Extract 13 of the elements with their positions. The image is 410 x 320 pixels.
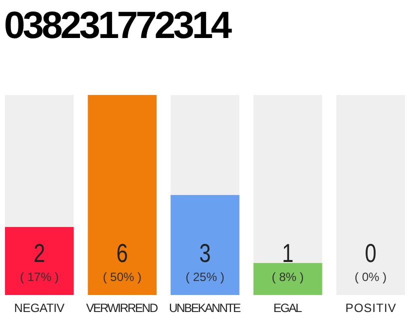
bar [88, 95, 157, 295]
data-label: 0 ( 0% ) [354, 238, 387, 284]
x-tick-label: VERWIRREND [86, 301, 159, 315]
x-tick-label: UNBEKANNTE [169, 301, 241, 315]
chart-title: 038231772314 [4, 5, 232, 47]
data-label: 2 ( 17% ) [20, 238, 59, 284]
x-tick-label: NEGATIV [14, 301, 65, 315]
data-label: 3 ( 25% ) [186, 238, 224, 284]
bar [253, 263, 322, 295]
data-label: 1 ( 8% ) [272, 238, 304, 284]
data-label: 6 ( 50% ) [102, 238, 142, 284]
x-tick-label: EGAL [273, 301, 303, 315]
x-tick-label: POSITIV [345, 301, 396, 315]
